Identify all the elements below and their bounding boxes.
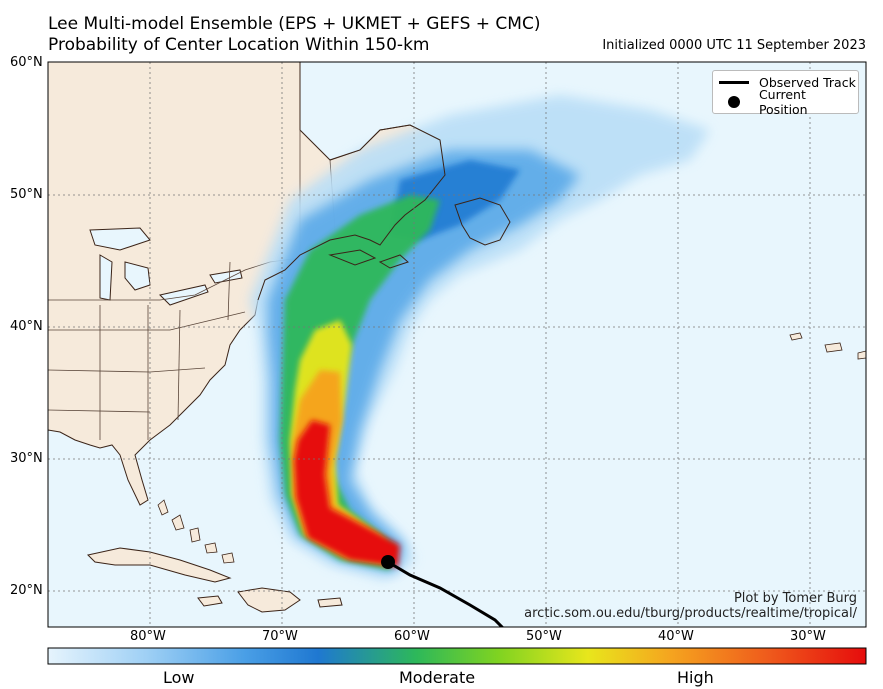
azores (789, 332, 866, 360)
dot-icon (728, 96, 740, 108)
hispaniola (237, 587, 301, 613)
colorbar-label-low: Low (163, 668, 195, 687)
colorbar-label-high: High (677, 668, 714, 687)
probability-plume (250, 95, 710, 580)
title-line-2: Probability of Center Location Within 15… (48, 35, 430, 55)
legend-current-position-label: Current Position (758, 87, 808, 117)
legend-current-position: Current Position (713, 87, 858, 117)
cuba (86, 547, 232, 583)
lon-tick-30: 30°W (790, 629, 826, 644)
title-line-1: Lee Multi-model Ensemble (EPS + UKMET + … (48, 14, 541, 34)
line-icon (719, 80, 749, 84)
map-frame (47, 61, 867, 628)
lat-tick-20: 20°N (10, 583, 43, 598)
current-position-marker (381, 555, 395, 569)
observed-track (387, 560, 505, 627)
lon-tick-60: 60°W (394, 629, 430, 644)
credit-author: Plot by Tomer Burg (733, 591, 857, 606)
coastline-overlay (257, 124, 511, 301)
legend-observed-track: Observed Track (713, 72, 856, 92)
puerto-rico (317, 597, 343, 608)
legend: Observed Track Current Position (712, 70, 859, 117)
lon-tick-50: 50°W (526, 629, 562, 644)
initialized-time: Initialized 0000 UTC 11 September 2023 (602, 38, 866, 53)
lat-tick-30: 30°N (10, 451, 43, 466)
lon-tick-40: 40°W (658, 629, 694, 644)
great-lakes (89, 227, 243, 306)
lat-tick-50: 50°N (10, 187, 43, 202)
map-title: Lee Multi-model Ensemble (EPS + UKMET + … (48, 14, 540, 56)
gridlines (48, 62, 866, 627)
lat-tick-60: 60°N (10, 55, 43, 70)
jamaica (197, 595, 223, 607)
credit-url: arctic.som.ou.edu/tburg/products/realtim… (524, 606, 857, 621)
lon-tick-80: 80°W (130, 629, 166, 644)
bahamas (157, 499, 235, 564)
colorbar (47, 647, 867, 665)
lon-tick-70: 70°W (262, 629, 298, 644)
lat-tick-40: 40°N (10, 319, 43, 334)
colorbar-label-moderate: Moderate (399, 668, 476, 687)
legend-observed-track-label: Observed Track (759, 74, 856, 90)
